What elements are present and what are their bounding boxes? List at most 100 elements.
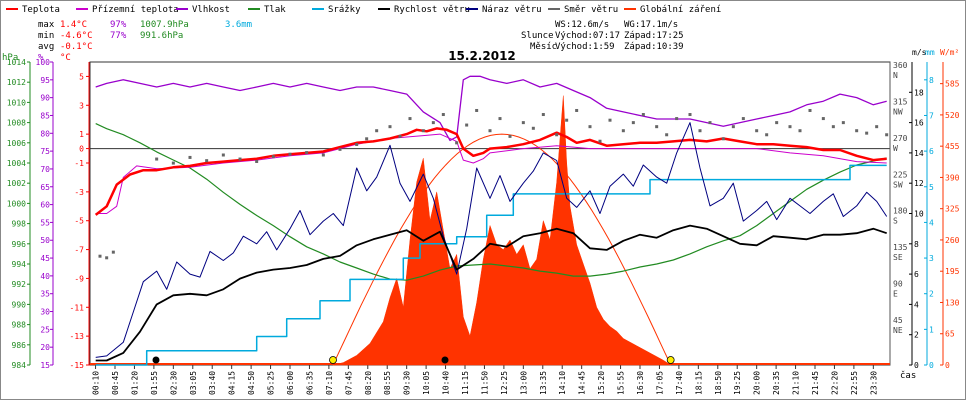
radiation-tick-label: 0	[945, 361, 950, 370]
sunset-marker	[666, 356, 675, 364]
sunrise-marker	[329, 356, 337, 364]
x-tick-label: 09:30	[403, 371, 412, 395]
wind-dir-point	[698, 129, 702, 133]
wind-dir-point	[321, 153, 325, 157]
x-tick-label: 22:20	[830, 371, 839, 395]
wind-dir-point	[305, 151, 309, 155]
humidity-tick-label: 60	[40, 201, 50, 210]
stats-min-press: 991.6hPa	[140, 31, 183, 41]
wind-gust-line	[95, 122, 888, 358]
wind-dir-point	[688, 113, 692, 117]
x-tick-label: 06:35	[305, 371, 314, 395]
x-axis-label: čas	[900, 370, 916, 381]
radiation-area	[332, 95, 672, 366]
wind-dir-point	[775, 121, 779, 125]
wind-dir-point	[221, 153, 225, 157]
x-tick-label: 12:25	[500, 371, 509, 395]
x-tick-label: 13:35	[539, 371, 548, 395]
wind-dir-point	[575, 108, 579, 112]
humidity-tick-label: 30	[40, 308, 50, 317]
pressure-tick-label: 990	[12, 300, 27, 309]
clear-sky-line	[332, 133, 672, 366]
x-tick-label: 07:10	[325, 371, 334, 395]
legend-item: Náraz větru	[466, 5, 542, 15]
wind-dir-point	[865, 131, 869, 135]
rain-unit: mm	[925, 48, 935, 57]
radiation-tick-label: 390	[945, 173, 960, 182]
wind-dir-point	[631, 121, 635, 125]
wind-dir-point	[155, 157, 159, 161]
humidity-tick-label: 45	[40, 254, 50, 263]
temperature-unit: °C	[60, 53, 71, 63]
x-tick-label: 11:50	[480, 371, 489, 395]
wind-dir-point	[408, 117, 412, 121]
rain-tick-label: 0	[929, 361, 934, 370]
moon-label: Měsíc	[530, 42, 557, 52]
wind-dir-point	[841, 121, 845, 125]
wind-dir-point	[355, 142, 359, 146]
wind-speed-tick-label: 4	[914, 300, 919, 309]
wind-dir-point	[821, 117, 825, 121]
temperature-tick-label: -15	[70, 361, 85, 370]
wind-dir-point	[665, 133, 669, 137]
x-tick-label: 17:40	[675, 371, 684, 395]
pressure-tick-label: 992	[12, 280, 27, 289]
humidity-tick-label: 55	[40, 218, 50, 227]
legend-label: Srážky	[328, 5, 361, 15]
pressure-tick-label: 1000	[7, 199, 26, 208]
wind-dir-point	[808, 108, 812, 112]
pressure-tick-label: 986	[12, 341, 27, 350]
humidity-tick-label: 25	[40, 325, 50, 334]
x-tick-label: 20:00	[753, 371, 762, 395]
info-block: WS:12.6m/s WG:17.1m/s Slunce Východ:07:17 Zá…	[521, 20, 684, 52]
pressure-tick-label: 998	[12, 220, 27, 229]
temperature-tick-label: 3	[79, 101, 84, 110]
moon-set: Západ:10:39	[624, 42, 684, 52]
wind-dir-point	[741, 117, 745, 121]
humidity-tick-label: 80	[40, 129, 50, 138]
wind-dir-point	[288, 152, 292, 156]
wind-dir-point	[455, 141, 459, 145]
legend-label: Teplota	[22, 5, 60, 15]
wind-dir-point	[641, 113, 645, 117]
wind-dir-point	[798, 129, 802, 133]
wind-dir-point	[441, 113, 445, 117]
temperature-tick-label: -9	[74, 274, 84, 283]
wind-dir-point	[555, 133, 559, 137]
humidity-tick-label: 85	[40, 111, 50, 120]
humidity-tick-label: 70	[40, 165, 50, 174]
legend-label: Přízemní teplota	[92, 5, 179, 15]
wind-dir-point	[338, 147, 342, 151]
rain-tick-label: 7	[929, 111, 934, 120]
wind-dir-point	[621, 129, 625, 133]
legend-label: Tlak	[264, 5, 286, 15]
wind-dir-tick-label: 180	[893, 207, 908, 216]
temperature-tick-label: -13	[70, 332, 85, 341]
wind-speed-tick-label: 10	[914, 210, 924, 219]
x-tick-label: 17:05	[655, 371, 664, 395]
pressure-tick-label: 1014	[7, 58, 26, 67]
x-tick-label: 07:45	[344, 371, 353, 395]
x-tick-label: 15:55	[617, 371, 626, 395]
humidity-tick-label: 20	[40, 343, 50, 352]
wind-dir-point	[831, 125, 835, 129]
wind-dir-point	[238, 157, 242, 161]
pressure-tick-label: 988	[12, 321, 27, 330]
wind-dir-tick-label: S	[893, 217, 898, 226]
x-tick-label: 13:00	[519, 371, 528, 395]
wind-dir-point	[565, 118, 569, 122]
temperature-tick-label: -7	[74, 246, 84, 255]
wind-speed-tick-label: 6	[914, 270, 919, 279]
sun-rise: Východ:07:17	[555, 31, 620, 41]
pressure-tick-label: 994	[12, 260, 27, 269]
rain-tick-label: 4	[929, 218, 934, 227]
x-tick-label: 00:10	[92, 371, 101, 395]
humidity-unit: %	[38, 53, 44, 63]
x-tick-label: 11:15	[461, 371, 470, 395]
wind-speed-tick-label: 12	[914, 179, 924, 188]
wind-dir-point	[655, 125, 659, 129]
wind-dir-tick-label: SW	[893, 180, 903, 189]
rain-tick-label: 5	[929, 183, 934, 192]
